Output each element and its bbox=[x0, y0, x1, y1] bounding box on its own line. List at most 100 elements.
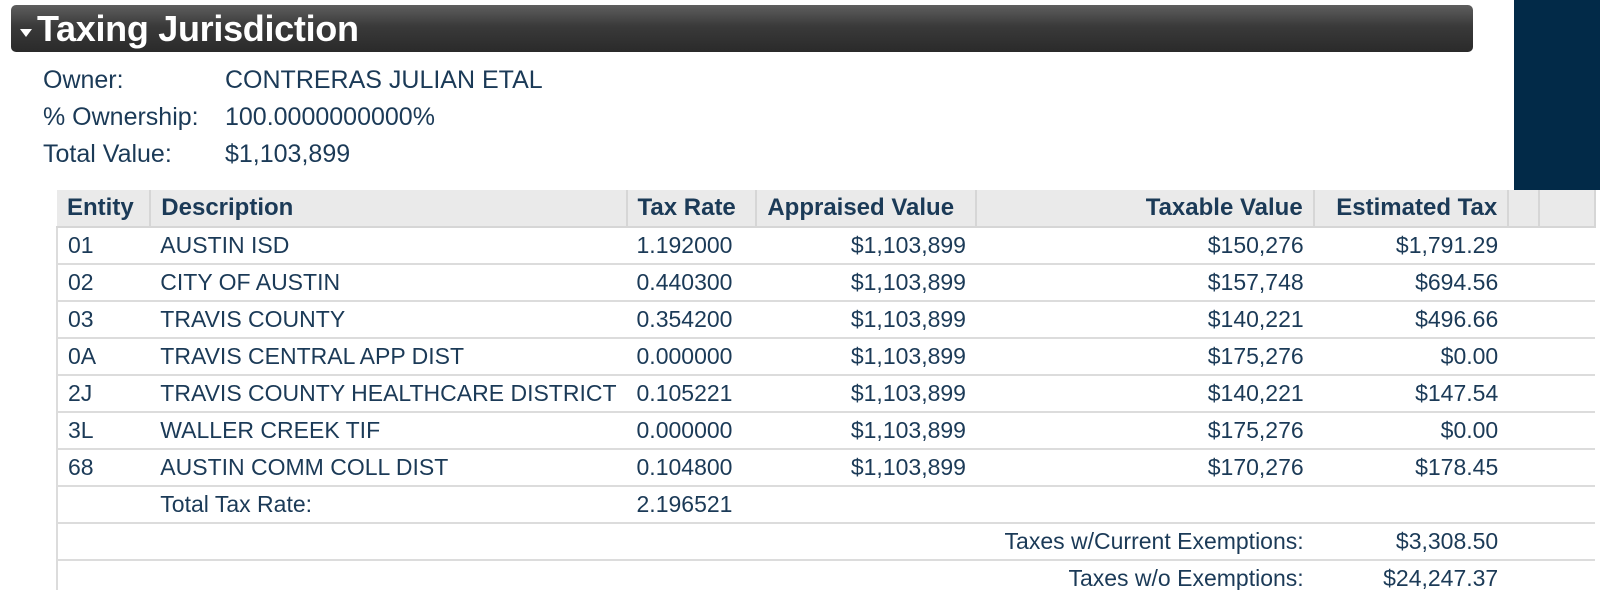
cell-entity: 2J bbox=[56, 375, 151, 413]
table-row: 02 CITY OF AUSTIN 0.440300 $1,103,899 $1… bbox=[56, 264, 1595, 302]
cell-tax-rate: 0.105221 bbox=[626, 375, 757, 413]
cell-tax-rate: 0.354200 bbox=[626, 301, 757, 339]
cell-estimated-tax: $1,791.29 bbox=[1313, 227, 1509, 265]
total-value-label: Total Value: bbox=[43, 140, 172, 168]
owner-label: Owner: bbox=[43, 66, 124, 94]
table-row: 03 TRAVIS COUNTY 0.354200 $1,103,899 $14… bbox=[56, 301, 1595, 339]
cell-description: AUSTIN ISD bbox=[150, 227, 627, 265]
total-tax-rate-label: Total Tax Rate: bbox=[150, 486, 627, 524]
cell-empty bbox=[756, 560, 976, 590]
taxes-without-exemptions-row: Taxes w/o Exemptions: $24,247.37 bbox=[56, 560, 1595, 590]
cell-spacer bbox=[1508, 264, 1540, 302]
cell-appraised-value: $1,103,899 bbox=[756, 449, 976, 487]
ownership-row: % Ownership: 100.0000000000% bbox=[43, 99, 543, 136]
cell-entity: 0A bbox=[56, 338, 151, 376]
cell-empty bbox=[756, 523, 976, 561]
cell-appraised-value: $1,103,899 bbox=[756, 301, 976, 339]
table-row: 01 AUSTIN ISD 1.192000 $1,103,899 $150,2… bbox=[56, 227, 1595, 265]
table-row: 3L WALLER CREEK TIF 0.000000 $1,103,899 … bbox=[56, 412, 1595, 450]
cell-empty bbox=[56, 560, 151, 590]
cell-tax-rate: 0.440300 bbox=[626, 264, 757, 302]
cell-empty bbox=[1313, 486, 1509, 524]
col-header-description[interactable]: Description bbox=[150, 190, 628, 228]
tax-table-container: Entity Description Tax Rate Appraised Va… bbox=[56, 190, 1596, 590]
total-tax-rate-value: 2.196521 bbox=[626, 486, 757, 524]
cell-spacer-end bbox=[1539, 486, 1595, 524]
cell-empty bbox=[56, 486, 151, 524]
cell-empty bbox=[975, 486, 1314, 524]
cell-empty bbox=[626, 523, 757, 561]
cell-spacer bbox=[1508, 523, 1540, 561]
cell-description: AUSTIN COMM COLL DIST bbox=[150, 449, 627, 487]
ownership-value: 100.0000000000% bbox=[225, 103, 435, 131]
caret-down-icon[interactable] bbox=[20, 28, 32, 37]
cell-spacer-end bbox=[1539, 338, 1595, 376]
ownership-label: % Ownership: bbox=[43, 103, 199, 131]
total-tax-rate-row: Total Tax Rate: 2.196521 bbox=[56, 486, 1595, 524]
total-value-row: Total Value: $1,103,899 bbox=[43, 136, 543, 173]
cell-taxable-value: $170,276 bbox=[975, 449, 1314, 487]
section-title: Taxing Jurisdiction bbox=[37, 7, 359, 49]
cell-appraised-value: $1,103,899 bbox=[756, 375, 976, 413]
cell-empty bbox=[756, 486, 976, 524]
cell-tax-rate: 1.192000 bbox=[626, 227, 757, 265]
cell-estimated-tax: $694.56 bbox=[1313, 264, 1509, 302]
tax-table: Entity Description Tax Rate Appraised Va… bbox=[56, 190, 1596, 590]
total-value-value: $1,103,899 bbox=[225, 140, 351, 168]
cell-spacer bbox=[1508, 449, 1540, 487]
taxes-without-exemptions-label: Taxes w/o Exemptions: bbox=[975, 560, 1314, 590]
table-header-row: Entity Description Tax Rate Appraised Va… bbox=[57, 190, 1596, 228]
col-header-taxable-value[interactable]: Taxable Value bbox=[975, 190, 1315, 228]
cell-spacer bbox=[1508, 301, 1540, 339]
cell-taxable-value: $175,276 bbox=[975, 338, 1314, 376]
cell-taxable-value: $140,221 bbox=[975, 375, 1314, 413]
table-row: 68 AUSTIN COMM COLL DIST 0.104800 $1,103… bbox=[56, 449, 1595, 487]
cell-taxable-value: $140,221 bbox=[975, 301, 1314, 339]
cell-spacer bbox=[1508, 375, 1540, 413]
cell-tax-rate: 0.000000 bbox=[626, 338, 757, 376]
cell-taxable-value: $150,276 bbox=[975, 227, 1314, 265]
owner-value: CONTRERAS JULIAN ETAL bbox=[225, 66, 543, 94]
col-header-entity[interactable]: Entity bbox=[57, 190, 152, 228]
taxes-with-exemptions-row: Taxes w/Current Exemptions: $3,308.50 bbox=[56, 523, 1595, 561]
cell-spacer bbox=[1508, 412, 1540, 450]
col-header-spacer-end bbox=[1539, 190, 1596, 228]
cell-spacer bbox=[1508, 486, 1540, 524]
cell-appraised-value: $1,103,899 bbox=[756, 264, 976, 302]
cell-description: TRAVIS COUNTY bbox=[150, 301, 627, 339]
cell-tax-rate: 0.000000 bbox=[626, 412, 757, 450]
cell-empty bbox=[56, 523, 151, 561]
cell-spacer-end bbox=[1539, 301, 1595, 339]
cell-estimated-tax: $0.00 bbox=[1313, 412, 1509, 450]
owner-row: Owner: CONTRERAS JULIAN ETAL bbox=[43, 62, 543, 99]
cell-estimated-tax: $147.54 bbox=[1313, 375, 1509, 413]
cell-spacer bbox=[1508, 338, 1540, 376]
cell-empty bbox=[626, 560, 757, 590]
taxes-without-exemptions-value: $24,247.37 bbox=[1313, 560, 1509, 590]
section-header[interactable]: Taxing Jurisdiction bbox=[11, 5, 1473, 52]
cell-description: TRAVIS CENTRAL APP DIST bbox=[150, 338, 627, 376]
table-row: 0A TRAVIS CENTRAL APP DIST 0.000000 $1,1… bbox=[56, 338, 1595, 376]
cell-spacer bbox=[1508, 227, 1540, 265]
cell-taxable-value: $175,276 bbox=[975, 412, 1314, 450]
cell-appraised-value: $1,103,899 bbox=[756, 412, 976, 450]
col-header-estimated-tax[interactable]: Estimated Tax bbox=[1313, 190, 1510, 228]
side-panel-block bbox=[1514, 0, 1600, 190]
cell-entity: 03 bbox=[56, 301, 151, 339]
table-row: 2J TRAVIS COUNTY HEALTHCARE DISTRICT 0.1… bbox=[56, 375, 1595, 413]
col-header-tax-rate[interactable]: Tax Rate bbox=[626, 190, 758, 228]
cell-estimated-tax: $496.66 bbox=[1313, 301, 1509, 339]
cell-spacer-end bbox=[1539, 375, 1595, 413]
cell-tax-rate: 0.104800 bbox=[626, 449, 757, 487]
taxes-with-exemptions-value: $3,308.50 bbox=[1313, 523, 1509, 561]
cell-spacer-end bbox=[1539, 523, 1595, 561]
cell-spacer-end bbox=[1539, 412, 1595, 450]
cell-spacer-end bbox=[1539, 560, 1595, 590]
cell-estimated-tax: $178.45 bbox=[1313, 449, 1509, 487]
cell-spacer-end bbox=[1539, 227, 1595, 265]
cell-entity: 68 bbox=[56, 449, 151, 487]
col-header-appraised-value[interactable]: Appraised Value bbox=[756, 190, 977, 228]
cell-appraised-value: $1,103,899 bbox=[756, 338, 976, 376]
cell-spacer bbox=[1508, 560, 1540, 590]
taxes-with-exemptions-label: Taxes w/Current Exemptions: bbox=[975, 523, 1314, 561]
